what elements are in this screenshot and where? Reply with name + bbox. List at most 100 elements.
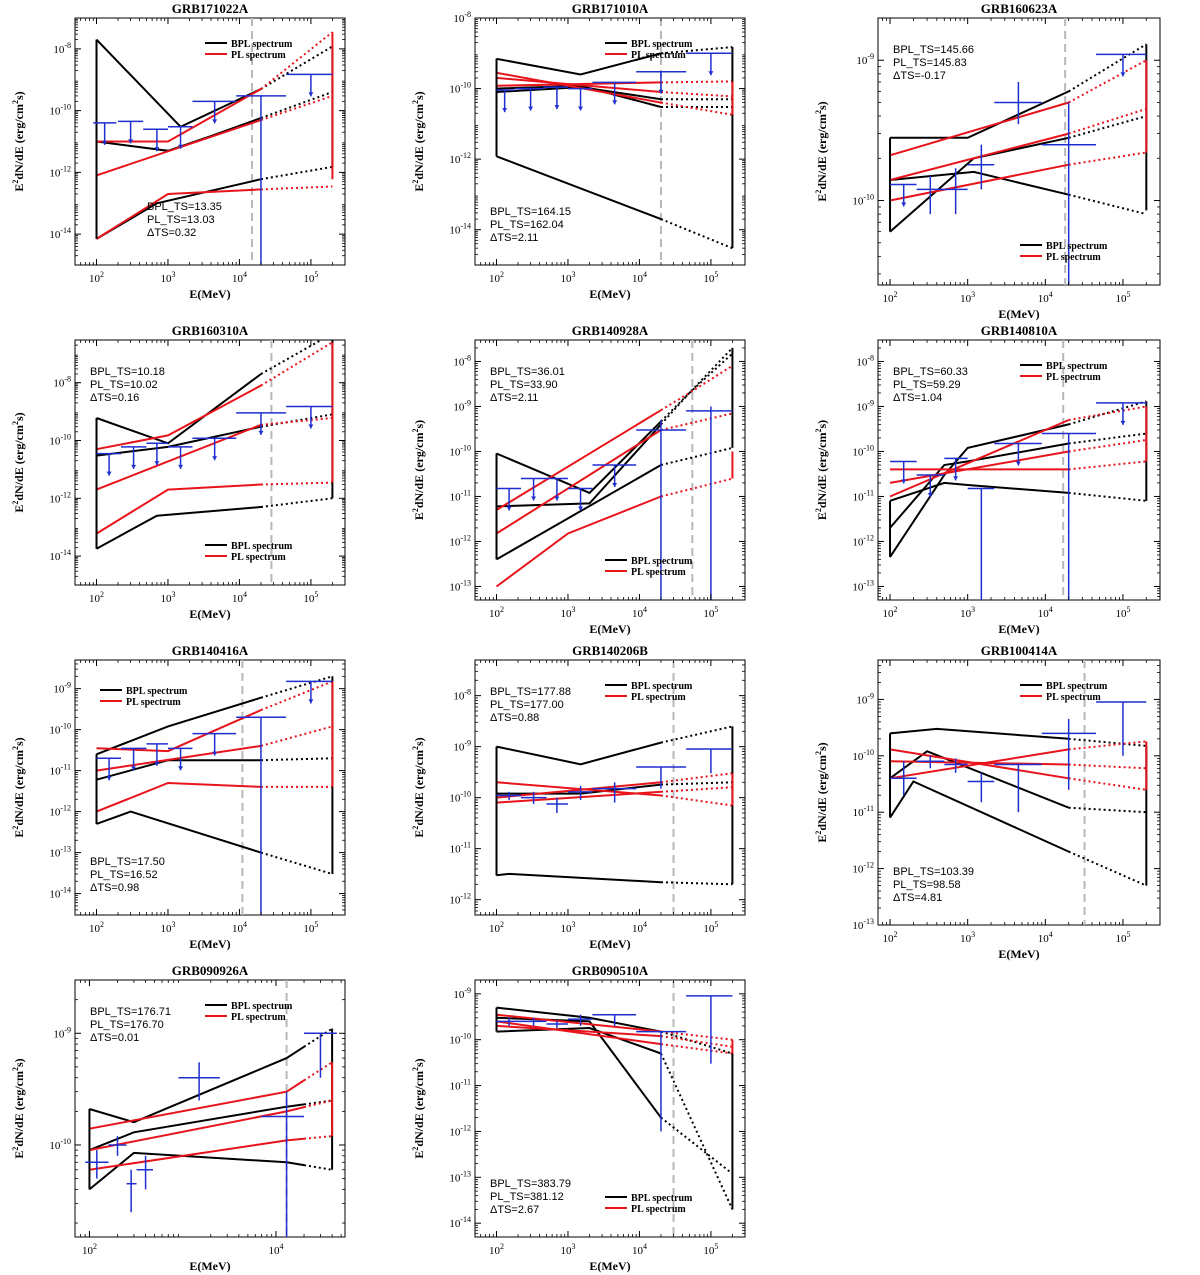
pl-curve-solid (889, 163, 1069, 202)
y-tick-label: 10-10 (49, 1137, 71, 1152)
pl-curve-extrapolated (303, 1099, 333, 1109)
legend-pl-label: PL spectrum (231, 552, 286, 563)
pl-curve-solid (495, 495, 662, 588)
y-tick-label: 10-10 (852, 443, 874, 458)
x-axis-label: E(MeV) (589, 287, 630, 301)
upper-limit-arrow (506, 506, 512, 511)
pl-curve-extrapolated (1068, 763, 1147, 770)
upper-limit-arrow (308, 699, 314, 704)
panel-title: GRB171010A (572, 1, 649, 16)
x-tick-label: 105 (1115, 605, 1130, 620)
x-tick-label: 102 (489, 920, 504, 935)
panel-grb160623a: GRB160623A 102 103 104 105 10-10 10-9 E(MeV) E2d… (814, 1, 1161, 321)
data-point (567, 487, 593, 511)
pl-ts-value: PL_TS=13.03 (147, 214, 215, 226)
pl-curve-extrapolated (1068, 777, 1147, 791)
bpl-ts-value: BPL_TS=176.71 (90, 1006, 171, 1018)
data-point (126, 1169, 137, 1213)
pl-curve-extrapolated (1068, 107, 1147, 135)
pl-curve-extrapolated (1068, 439, 1147, 453)
x-tick-label: 102 (883, 930, 898, 945)
y-tick-label: 10-8 (453, 10, 471, 25)
pl-curve-solid (496, 1024, 662, 1038)
y-tick-label: 10-12 (449, 1123, 471, 1138)
upper-limit-arrow (578, 106, 584, 111)
panel-grb140416a: GRB140416A 102 103 104 105 10-14 10-13 10-12 10-… (11, 643, 346, 951)
pl-curve-solid (496, 71, 662, 104)
x-tick-label: 103 (960, 290, 975, 305)
pl-ts-value: PL_TS=10.02 (90, 379, 158, 391)
plot-frame (74, 17, 346, 266)
panel-grb090510a: GRB090510A 102 103 104 105 10-14 10-13 10-12 10-… (411, 963, 746, 1273)
legend-pl-label: PL spectrum (631, 692, 686, 703)
pl-curve-extrapolated (1068, 460, 1147, 471)
data-point (496, 89, 515, 113)
pl-curve-extrapolated (260, 680, 333, 712)
data-point (236, 95, 287, 265)
pl-curve-extrapolated (660, 1035, 733, 1048)
pl-curve-extrapolated (660, 91, 733, 98)
legend-pl-label: PL spectrum (631, 1204, 686, 1215)
x-axis-label: E(MeV) (589, 622, 630, 636)
bpl-curve-extrapolated (1068, 806, 1147, 814)
bpl-curve-extrapolated (303, 1027, 333, 1048)
upper-limit-arrow (178, 464, 184, 469)
upper-limit-arrow (1015, 461, 1021, 466)
upper-limit-arrow (554, 496, 560, 501)
legend-pl-label: PL spectrum (231, 50, 286, 61)
data-point (85, 1150, 109, 1179)
panel-title: GRB090926A (172, 963, 249, 978)
pl-curve-solid (95, 483, 262, 535)
pl-curve-extrapolated (260, 185, 333, 191)
legend-bpl-label: BPL spectrum (231, 541, 293, 552)
x-tick-label: 104 (632, 920, 647, 935)
plot-frame (877, 659, 1161, 926)
upper-limit-arrow (212, 751, 218, 756)
data-point (967, 487, 995, 600)
pl-curve-solid (496, 1020, 662, 1046)
plot-area (93, 18, 334, 265)
legend-bpl-label: BPL spectrum (1046, 361, 1108, 372)
y-axis-label: E2dN/dE (erg/cm2s) (11, 1058, 26, 1158)
y-tick-label: 10-13 (449, 1169, 471, 1184)
panel-title: GRB160310A (172, 323, 249, 338)
y-axis-label: E2dN/dE (erg/cm2s) (411, 420, 426, 520)
pl-curve-extrapolated (260, 725, 333, 747)
pl-curve-extrapolated (660, 477, 733, 498)
bpl-curve-solid (96, 810, 262, 854)
bpl-curve-extrapolated (260, 340, 324, 375)
data-point (567, 785, 593, 800)
upper-limit-arrow (178, 144, 184, 149)
data-point (96, 452, 121, 476)
data-point (286, 405, 333, 429)
panel-title: GRB090510A (572, 963, 649, 978)
bpl-curve-solid (96, 373, 262, 445)
y-tick-label: 10-13 (449, 578, 471, 593)
x-tick-label: 104 (632, 1242, 647, 1257)
pl-ts-value: PL_TS=162.04 (490, 219, 564, 231)
upper-limit-arrow (106, 776, 112, 781)
x-tick-label: 105 (303, 270, 318, 285)
data-point (944, 457, 968, 481)
pl-curve-solid (496, 790, 662, 804)
plot-area (85, 980, 337, 1237)
bpl-ts-value: BPL_TS=13.35 (147, 201, 222, 213)
plot-area (495, 18, 734, 265)
data-point (592, 464, 637, 488)
legend-pl-label: PL spectrum (631, 50, 686, 61)
y-tick-label: 10-10 (449, 81, 471, 96)
bpl-curve-extrapolated (1068, 115, 1147, 139)
data-point (686, 995, 733, 1064)
y-tick-label: 10-8 (453, 353, 471, 368)
x-tick-label: 102 (89, 590, 104, 605)
x-tick-label: 104 (232, 920, 247, 935)
x-tick-label: 104 (268, 1242, 283, 1257)
y-tick-label: 10-11 (50, 763, 71, 778)
